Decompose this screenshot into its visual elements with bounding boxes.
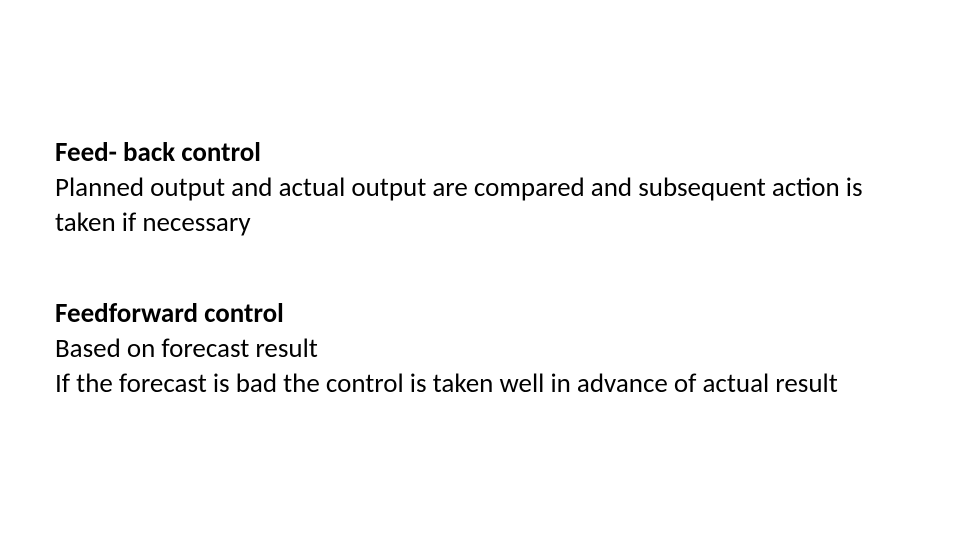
heading-feedforward: Feedforward control [55, 296, 905, 331]
body-feedforward-line1: Based on forecast result [55, 331, 905, 366]
slide-container: Feed- back control Planned output and ac… [0, 0, 960, 540]
section-feedforward: Feedforward control Based on forecast re… [55, 296, 905, 401]
body-feedback: Planned output and actual output are com… [55, 170, 905, 240]
heading-feedback: Feed- back control [55, 135, 905, 170]
section-feedback: Feed- back control Planned output and ac… [55, 135, 905, 240]
body-feedforward-line2: If the forecast is bad the control is ta… [55, 366, 905, 401]
